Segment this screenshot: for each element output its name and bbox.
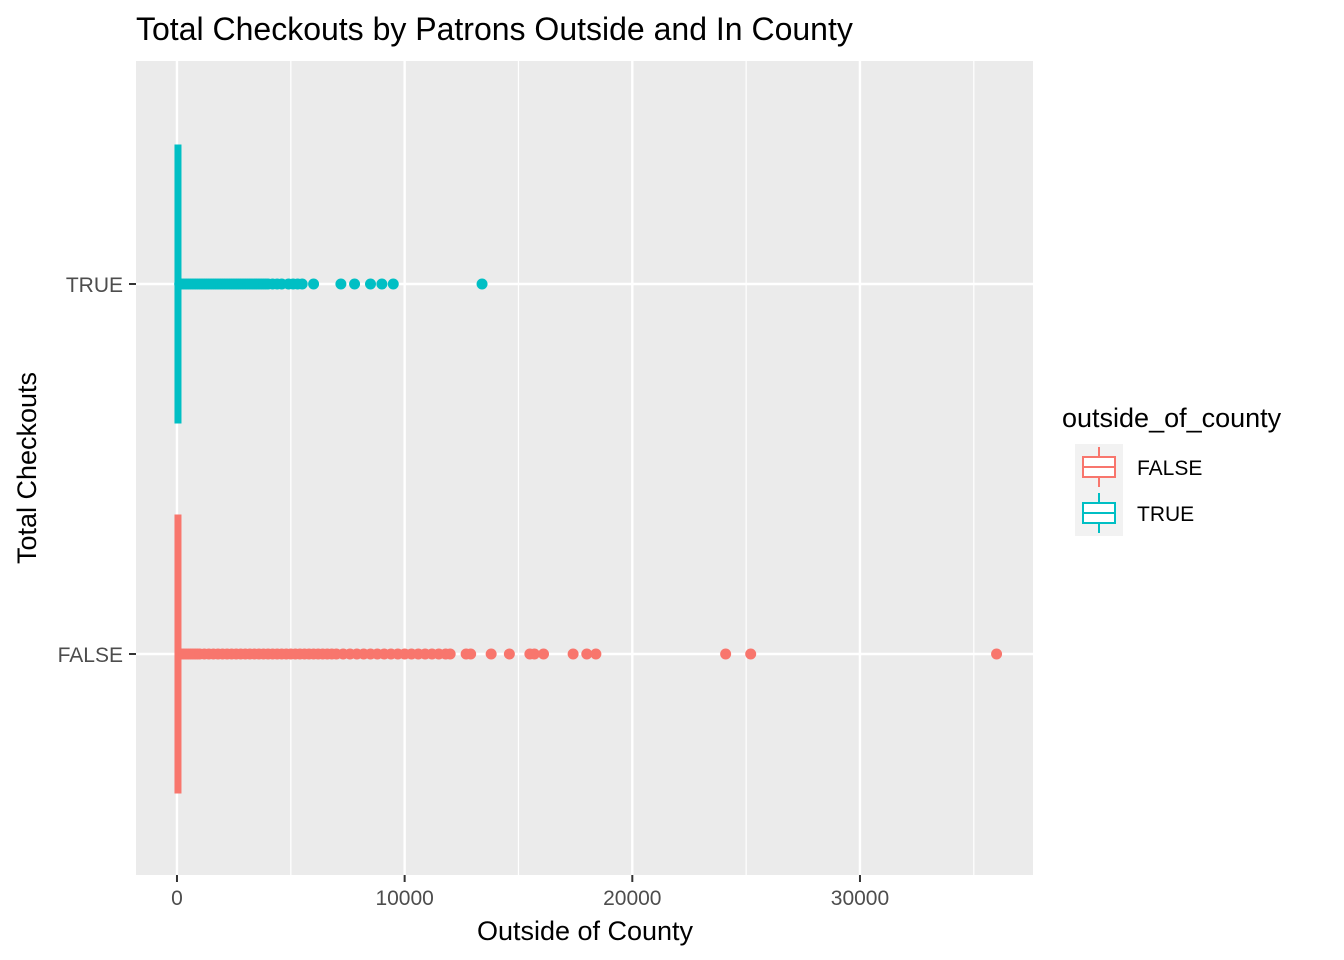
outlier-point <box>308 278 320 290</box>
outlier-point <box>335 278 347 290</box>
outlier-point <box>503 648 515 660</box>
y-axis-title: Total Checkouts <box>12 372 42 564</box>
plot-panel <box>136 61 1033 875</box>
outlier-point <box>720 648 732 660</box>
legend-item-true: TRUE <box>1082 493 1194 533</box>
legend: outside_of_county FALSE TRUE <box>1062 403 1282 536</box>
outlier-point <box>364 278 376 290</box>
outlier-point <box>465 648 477 660</box>
y-axis: TRUE FALSE <box>58 274 136 667</box>
outlier-point <box>444 648 456 660</box>
y-tick-label: TRUE <box>66 274 123 297</box>
x-tick-label: 20000 <box>603 887 661 910</box>
x-tick-label: 30000 <box>831 887 889 910</box>
outlier-point <box>590 648 602 660</box>
outlier-point <box>485 648 497 660</box>
outlier-point <box>376 278 388 290</box>
outlier-point <box>528 648 540 660</box>
outlier-point <box>567 648 579 660</box>
outlier-point <box>745 648 757 660</box>
y-tick-label: FALSE <box>58 644 123 667</box>
outlier-point <box>296 278 308 290</box>
chart-title: Total Checkouts by Patrons Outside and I… <box>136 11 853 47</box>
outlier-point <box>349 278 361 290</box>
outlier-layer <box>174 278 1003 660</box>
x-axis-title: Outside of County <box>477 916 694 946</box>
legend-label: TRUE <box>1137 503 1194 526</box>
legend-item-false: FALSE <box>1082 447 1202 487</box>
outlier-point <box>538 648 550 660</box>
minor-gridlines <box>290 61 975 875</box>
legend-label: FALSE <box>1137 457 1202 480</box>
outlier-point <box>387 278 399 290</box>
x-tick-label: 10000 <box>375 887 433 910</box>
x-axis: 0 10000 20000 30000 <box>171 875 889 910</box>
x-tick-label: 0 <box>171 887 183 910</box>
outlier-point <box>581 648 593 660</box>
outlier-point <box>991 648 1003 660</box>
legend-title: outside_of_county <box>1062 403 1282 433</box>
outlier-point <box>476 278 488 290</box>
